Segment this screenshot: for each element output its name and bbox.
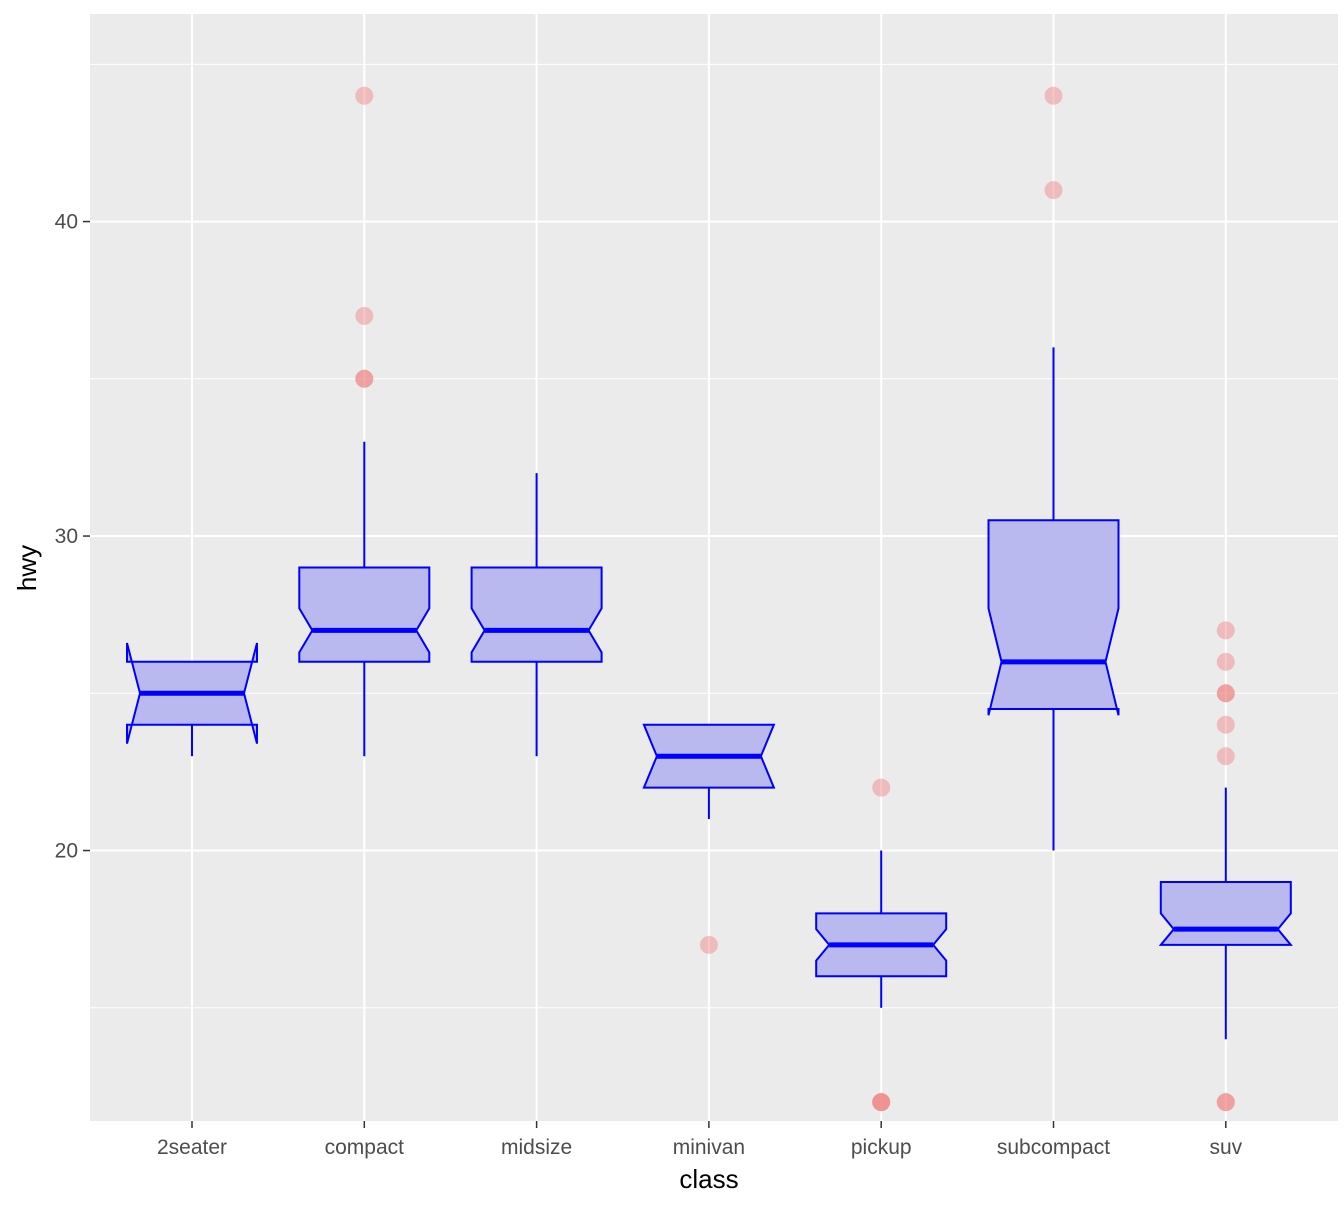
x-axis: 2seater compact midsize minivan pickup subcom…: [157, 1121, 1243, 1159]
outlier-point: [872, 1093, 891, 1112]
x-tick-label: subcompact: [997, 1136, 1110, 1159]
boxes-layer: [126, 86, 1293, 1112]
box-compact: [298, 86, 431, 757]
outlier-point: [1216, 621, 1235, 640]
box-2seater: [126, 642, 258, 757]
outlier-point: [1216, 715, 1235, 734]
outlier-point: [1216, 652, 1235, 671]
y-axis: 20 30 40: [55, 211, 90, 863]
x-tick-label: 2seater: [157, 1136, 227, 1159]
y-tick-label: 20: [55, 840, 78, 863]
y-axis-title: hwy: [12, 545, 42, 591]
outlier-point: [699, 935, 718, 954]
outlier-point: [1044, 181, 1063, 200]
outlier-point: [355, 369, 374, 388]
outlier-point: [1044, 86, 1063, 105]
box-body: [987, 519, 1120, 716]
box-minivan: [642, 723, 776, 954]
outlier-point: [1216, 747, 1235, 766]
box-body: [1158, 881, 1293, 946]
box-midsize: [470, 473, 603, 757]
outlier-point: [1216, 1093, 1235, 1112]
outlier-point: [872, 778, 891, 797]
x-tick-label: compact: [325, 1136, 405, 1159]
box-subcompact: [987, 86, 1120, 851]
outlier-point: [355, 306, 374, 325]
outlier-point: [355, 369, 374, 388]
box-body: [470, 566, 603, 663]
plot-panel: [90, 14, 1338, 1121]
outlier-point: [355, 86, 374, 105]
x-axis-title: class: [679, 1164, 738, 1194]
outlier-point: [872, 1093, 891, 1112]
x-tick-label: minivan: [673, 1136, 745, 1159]
x-tick-label: suv: [1209, 1136, 1242, 1159]
outlier-point: [1216, 684, 1235, 703]
outlier-point: [1216, 1093, 1235, 1112]
box-pickup: [815, 778, 948, 1112]
box-suv: [1158, 621, 1293, 1112]
x-tick-label: pickup: [851, 1136, 912, 1159]
y-tick-label: 40: [55, 211, 78, 234]
x-tick-label: midsize: [501, 1136, 572, 1159]
box-body: [298, 566, 431, 663]
outlier-point: [1216, 684, 1235, 703]
outlier-point: [872, 1093, 891, 1112]
y-tick-label: 30: [55, 525, 78, 548]
